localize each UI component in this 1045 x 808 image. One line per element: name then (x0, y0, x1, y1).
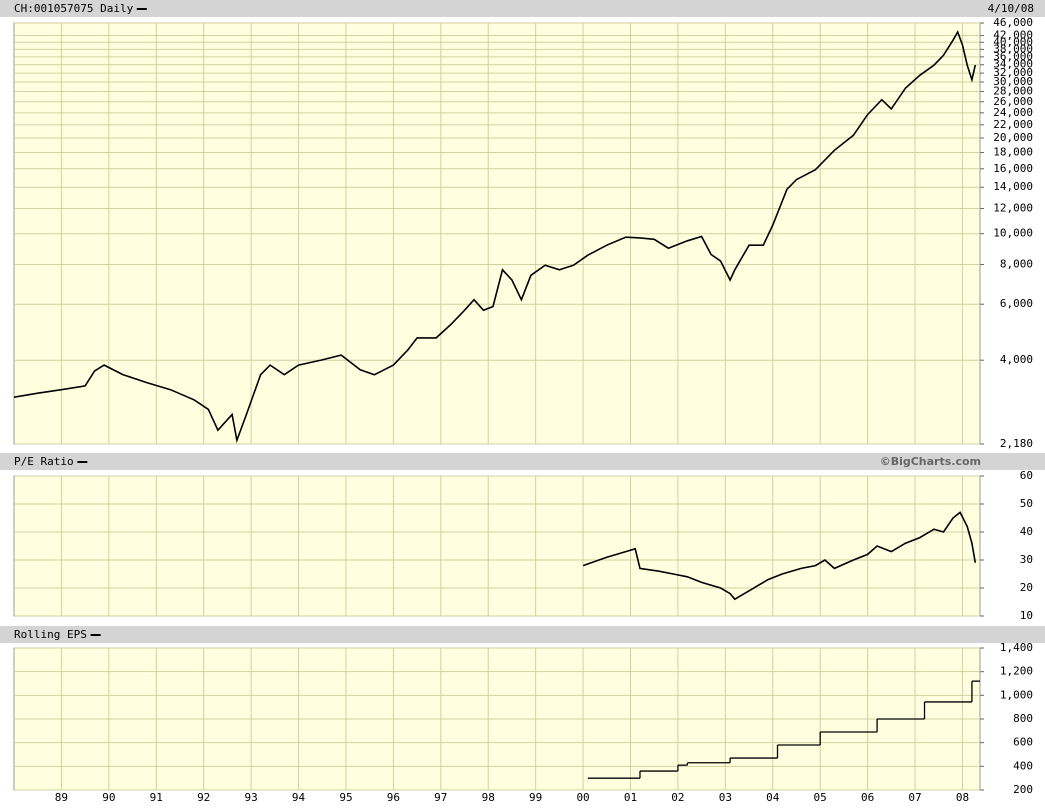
y-tick-label: 20,000 (993, 131, 1033, 144)
x-tick-label: 97 (434, 791, 447, 804)
y-tick-label: 24,000 (993, 106, 1033, 119)
y-tick-label: 18,000 (993, 146, 1033, 159)
x-tick-label: 92 (197, 791, 210, 804)
y-tick-label: 6,000 (1000, 297, 1033, 310)
y-tick-label: 4,000 (1000, 353, 1033, 366)
y-tick-label: 28,000 (993, 85, 1033, 98)
y-tick-label: 10,000 (993, 227, 1033, 240)
y-tick-label: 34,000 (993, 58, 1033, 71)
x-tick-label: 91 (150, 791, 163, 804)
x-tick-label: 08 (956, 791, 969, 804)
x-tick-label: 03 (719, 791, 732, 804)
y-tick-label: 14,000 (993, 180, 1033, 193)
legend-swatch (136, 8, 147, 10)
x-tick-label: 98 (482, 791, 495, 804)
x-tick-label: 93 (244, 791, 257, 804)
legend-swatch (77, 461, 88, 463)
x-tick-label: 01 (624, 791, 637, 804)
panel-header (0, 0, 1045, 17)
x-tick-label: 05 (814, 791, 827, 804)
panel-header (0, 453, 1045, 470)
panel-title: CH:001057075 Daily (14, 2, 134, 15)
y-tick-label: 1,000 (1000, 688, 1033, 701)
y-tick-label: 20 (1020, 581, 1033, 594)
panel-header (0, 626, 1045, 643)
y-tick-label: 600 (1013, 736, 1033, 749)
y-tick-label: 40,000 (993, 35, 1033, 48)
plot-area (13, 475, 981, 617)
y-tick-label: 30,000 (993, 75, 1033, 88)
panel-title: P/E Ratio (14, 455, 74, 468)
y-tick-label: 50 (1020, 497, 1033, 510)
x-tick-label: 99 (529, 791, 542, 804)
y-tick-label: 32,000 (993, 66, 1033, 79)
panel-title: Rolling EPS (14, 628, 87, 641)
y-tick-label: 8,000 (1000, 258, 1033, 271)
y-tick-label: 60 (1020, 469, 1033, 482)
y-tick-label: 46,000 (993, 16, 1033, 29)
y-tick-label: 2,180 (1000, 437, 1033, 450)
x-tick-label: 00 (576, 791, 589, 804)
x-tick-label: 89 (55, 791, 68, 804)
x-tick-label: 02 (671, 791, 684, 804)
y-tick-label: 1,400 (1000, 641, 1033, 654)
legend-swatch (90, 634, 101, 636)
y-tick-label: 26,000 (993, 95, 1033, 108)
x-tick-label: 96 (387, 791, 400, 804)
x-tick-label: 94 (292, 791, 306, 804)
y-tick-label: 22,000 (993, 118, 1033, 131)
price-line (13, 30, 977, 444)
y-tick-label: 30 (1020, 553, 1033, 566)
x-tick-label: 04 (766, 791, 780, 804)
y-tick-label: 1,200 (1000, 665, 1033, 678)
y-tick-label: 40 (1020, 525, 1033, 538)
y-tick-label: 38,000 (993, 42, 1033, 55)
x-tick-label: 95 (339, 791, 352, 804)
y-tick-label: 12,000 (993, 202, 1033, 215)
credit: ©BigCharts.com (880, 455, 981, 468)
y-tick-label: 200 (1013, 783, 1033, 796)
y-tick-label: 36,000 (993, 50, 1033, 63)
x-tick-label: 07 (908, 791, 921, 804)
y-tick-label: 400 (1013, 759, 1033, 772)
y-tick-label: 10 (1020, 609, 1033, 622)
x-tick-label: 06 (861, 791, 874, 804)
date-label: 4/10/08 (988, 2, 1034, 15)
y-tick-label: 42,000 (993, 29, 1033, 42)
x-tick-label: 90 (102, 791, 115, 804)
y-tick-label: 16,000 (993, 162, 1033, 175)
price-line (582, 511, 977, 601)
y-tick-label: 800 (1013, 712, 1033, 725)
